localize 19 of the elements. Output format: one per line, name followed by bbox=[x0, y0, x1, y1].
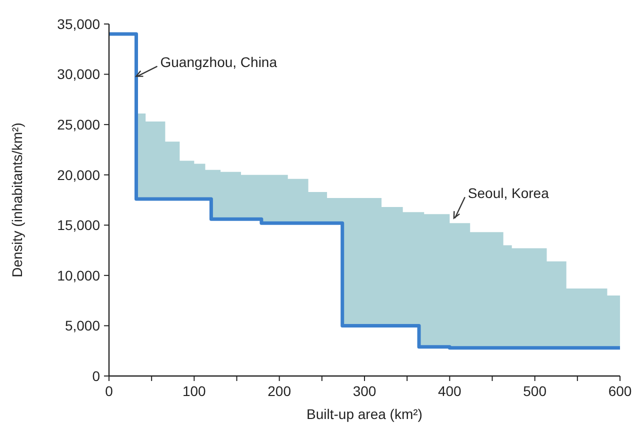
x-tick-label: 100 bbox=[182, 383, 206, 399]
y-tick-label: 30,000 bbox=[57, 66, 100, 82]
x-tick-label: 400 bbox=[438, 383, 462, 399]
y-tick-label: 35,000 bbox=[57, 16, 100, 32]
y-tick-label: 5,000 bbox=[64, 318, 100, 334]
y-tick-label: 20,000 bbox=[57, 166, 100, 183]
y-tick-label: 10,000 bbox=[57, 267, 100, 284]
annotation: Seoul, Korea bbox=[468, 185, 550, 202]
y-tick-label: 0 bbox=[92, 368, 100, 384]
y-axis-title: Density (inhabitants/km²) bbox=[9, 122, 25, 278]
x-tick-label: 500 bbox=[523, 383, 547, 399]
x-tick-label: 0 bbox=[105, 383, 114, 399]
annotation: Guangzhou, China bbox=[160, 54, 278, 70]
x-axis-title: Built-up area (km²) bbox=[306, 406, 422, 422]
y-tick-label: 25,000 bbox=[57, 116, 100, 132]
x-tick-label: 300 bbox=[352, 383, 376, 399]
y-tick-label: 15,000 bbox=[57, 217, 100, 234]
x-tick-label: 600 bbox=[608, 383, 632, 399]
x-tick-label: 200 bbox=[268, 383, 292, 399]
